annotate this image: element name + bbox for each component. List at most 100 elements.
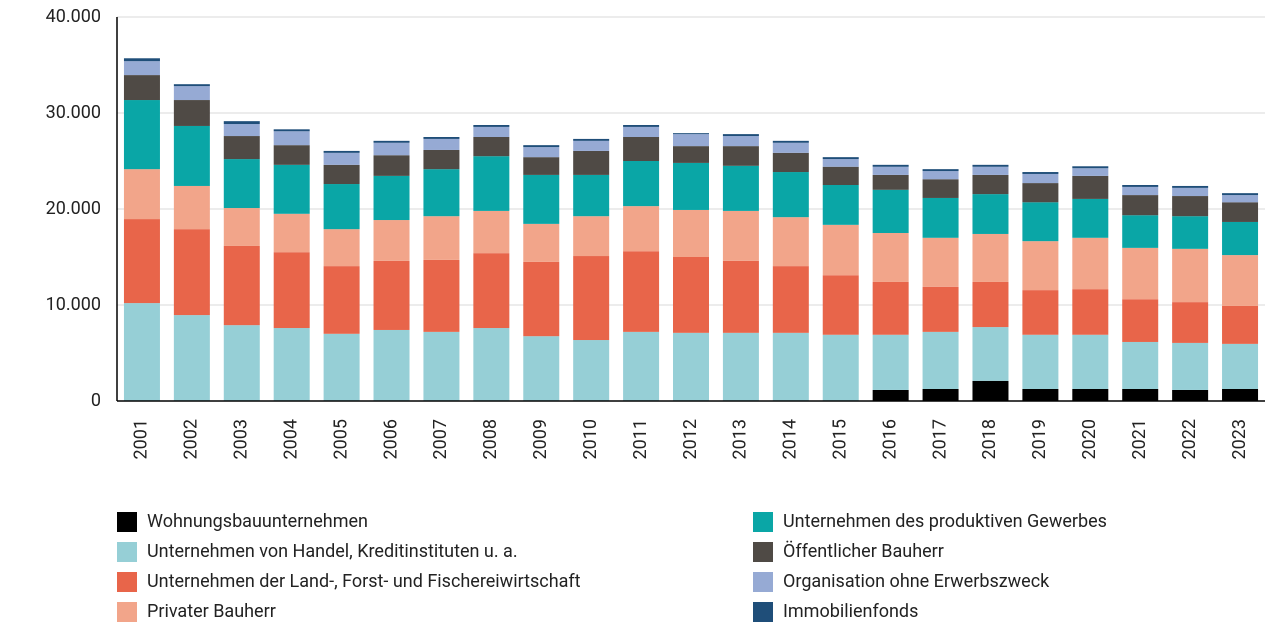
bar-segment bbox=[972, 166, 1009, 175]
bar-segment bbox=[1072, 389, 1109, 401]
bar-segment bbox=[423, 216, 460, 260]
x-tick-label: 2009 bbox=[530, 419, 551, 459]
bar-segment bbox=[872, 281, 909, 335]
x-tick-label: 2008 bbox=[480, 419, 501, 459]
bar-segment bbox=[972, 233, 1009, 282]
bar-segment bbox=[623, 251, 660, 332]
x-tick-label: 2023 bbox=[1229, 419, 1250, 459]
bar-segment bbox=[822, 157, 859, 160]
bar-segment bbox=[173, 315, 210, 401]
bar-segment bbox=[772, 140, 809, 143]
bar-segment bbox=[872, 334, 909, 390]
bar-segment bbox=[223, 136, 260, 160]
bar-segment bbox=[1122, 389, 1159, 401]
bar-segment bbox=[822, 334, 859, 401]
bar-segment bbox=[772, 142, 809, 153]
x-tick-label: 2002 bbox=[181, 419, 202, 459]
x-tick-label: 2017 bbox=[929, 419, 950, 459]
legend-label: Wohnungsbauunternehmen bbox=[147, 511, 368, 532]
bar-segment bbox=[473, 125, 510, 127]
bar-segment bbox=[473, 210, 510, 254]
bar-segment bbox=[922, 389, 959, 401]
bar-segment bbox=[772, 332, 809, 401]
bar-segment bbox=[1122, 299, 1159, 342]
bar-segment bbox=[1122, 186, 1159, 196]
x-tick-label: 2019 bbox=[1029, 419, 1050, 459]
bar-segment bbox=[123, 61, 160, 76]
bar-segment bbox=[673, 209, 709, 257]
bar-segment bbox=[423, 138, 460, 150]
y-tick-label: 0 bbox=[91, 390, 101, 411]
bar-segment bbox=[573, 340, 610, 401]
legend-swatch bbox=[117, 512, 137, 532]
bar-segment bbox=[323, 229, 360, 267]
bar-segment bbox=[623, 331, 660, 401]
bar-segment bbox=[323, 333, 360, 401]
bar-segment bbox=[1172, 389, 1209, 401]
bar-segment bbox=[173, 185, 210, 230]
bar-segment bbox=[573, 140, 610, 151]
bar-segment bbox=[1172, 342, 1209, 390]
bar-segment bbox=[822, 159, 859, 167]
bar-segment bbox=[1122, 247, 1159, 300]
legend-label: Unternehmen von Handel, Kreditinstituten… bbox=[147, 541, 518, 562]
bar-segment bbox=[573, 174, 610, 217]
bar-segment bbox=[722, 260, 759, 333]
bar-segment bbox=[273, 213, 310, 253]
bar-segment bbox=[523, 336, 560, 401]
legend-label: Privater Bauherr bbox=[147, 601, 276, 622]
bar-segment bbox=[1072, 198, 1109, 238]
bar-segment bbox=[523, 174, 560, 224]
bar-segment bbox=[673, 133, 709, 135]
bar-segment bbox=[523, 261, 560, 337]
y-tick-label: 30.000 bbox=[46, 102, 101, 123]
bar-segment bbox=[673, 162, 709, 210]
bar-segment bbox=[473, 126, 510, 137]
bar-segment bbox=[922, 197, 959, 238]
bar-segment bbox=[273, 131, 310, 146]
bar-segment bbox=[922, 331, 959, 389]
bar-segment bbox=[822, 185, 859, 225]
bar-segment bbox=[273, 252, 310, 329]
bar-segment bbox=[922, 169, 959, 172]
bar-segment bbox=[1172, 248, 1209, 303]
bar-segment bbox=[972, 327, 1009, 381]
bar-segment bbox=[1072, 168, 1109, 176]
bar-segment bbox=[1022, 183, 1059, 203]
bar-segment bbox=[1222, 305, 1259, 344]
bar-segment bbox=[223, 124, 260, 137]
legend-label: Unternehmen der Land-, Forst- und Fische… bbox=[147, 571, 581, 592]
bar-segment bbox=[423, 259, 460, 332]
legend-label: Organisation ohne Erwerbszweck bbox=[783, 571, 1050, 592]
bar-segment bbox=[323, 164, 360, 185]
bar-segment bbox=[1222, 389, 1259, 401]
bar-segment bbox=[223, 121, 260, 125]
bar-segment bbox=[523, 223, 560, 262]
bar-segment bbox=[623, 206, 660, 252]
legend-swatch bbox=[753, 512, 773, 532]
bar-segment bbox=[123, 219, 160, 304]
bar-segment bbox=[1222, 343, 1259, 389]
bar-segment bbox=[922, 179, 959, 198]
bar-segment bbox=[972, 174, 1009, 195]
bar-segment bbox=[373, 142, 410, 156]
bar-segment bbox=[872, 233, 909, 282]
bar-segment bbox=[1072, 237, 1109, 290]
bar-segment bbox=[972, 281, 1009, 328]
bar-segment bbox=[623, 137, 660, 161]
bar-segment bbox=[972, 164, 1009, 167]
bar-segment bbox=[523, 145, 560, 148]
bar-segment bbox=[972, 194, 1009, 234]
x-tick-label: 2004 bbox=[280, 419, 301, 459]
bar-segment bbox=[473, 156, 510, 211]
bar-segment bbox=[722, 210, 759, 261]
bar-segment bbox=[673, 146, 709, 163]
x-tick-label: 2020 bbox=[1079, 419, 1100, 459]
bar-segment bbox=[772, 152, 809, 173]
x-tick-label: 2006 bbox=[380, 419, 401, 459]
bar-segment bbox=[1122, 341, 1159, 389]
bar-segment bbox=[772, 217, 809, 267]
bar-segment bbox=[1072, 175, 1109, 199]
y-tick-label: 20.000 bbox=[46, 198, 101, 219]
bar-segment bbox=[673, 332, 709, 401]
